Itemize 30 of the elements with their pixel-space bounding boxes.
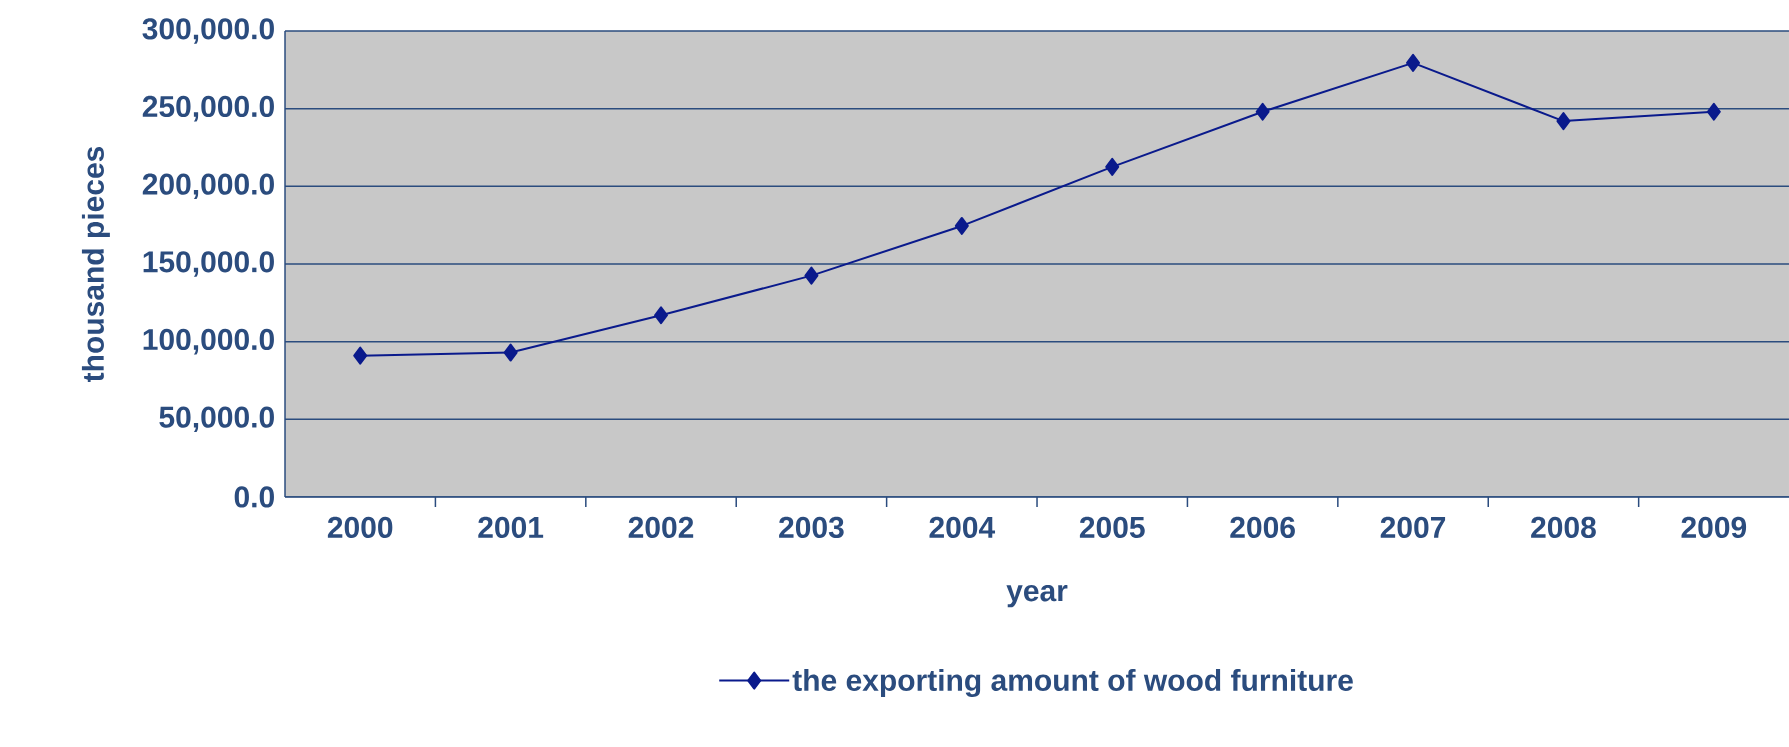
point bbox=[954, 216, 969, 235]
x-axis-title: year bbox=[1006, 584, 1068, 608]
point bbox=[1255, 102, 1270, 121]
x-tick-label: 2007 bbox=[1380, 516, 1446, 539]
point bbox=[1706, 102, 1721, 121]
y-tick-label: 0.0 bbox=[234, 486, 274, 508]
y-tick-label: 200,000.0 bbox=[142, 173, 274, 200]
x-tick-label: 2005 bbox=[1079, 516, 1145, 539]
y-tick-label: 300,000.0 bbox=[142, 18, 274, 44]
x-tick-label: 2009 bbox=[1681, 516, 1747, 539]
x-tick-label: 2001 bbox=[478, 516, 544, 539]
point bbox=[1556, 112, 1571, 131]
legend-label: the exporting amount of wood furniture bbox=[792, 668, 1353, 698]
y-axis-title: thousand pieces bbox=[81, 146, 110, 382]
x-tick-label: 2006 bbox=[1230, 516, 1295, 539]
y-tick-label: 50,000.0 bbox=[159, 406, 274, 433]
point bbox=[1105, 157, 1120, 176]
point bbox=[804, 266, 819, 285]
point bbox=[1406, 53, 1421, 72]
y-tick-label: 250,000.0 bbox=[142, 95, 274, 122]
x-tick-label: 2000 bbox=[327, 516, 393, 539]
point bbox=[503, 343, 518, 362]
point bbox=[353, 346, 368, 365]
y-tick-label: 100,000.0 bbox=[143, 328, 274, 355]
x-tick-label: 2002 bbox=[628, 516, 694, 539]
y-tick-label: 150,000.0 bbox=[143, 251, 274, 277]
x-tick-label: 2008 bbox=[1531, 516, 1596, 539]
point bbox=[654, 306, 669, 325]
x-tick-label: 2004 bbox=[929, 516, 996, 539]
x-tick-label: 2003 bbox=[779, 516, 844, 539]
